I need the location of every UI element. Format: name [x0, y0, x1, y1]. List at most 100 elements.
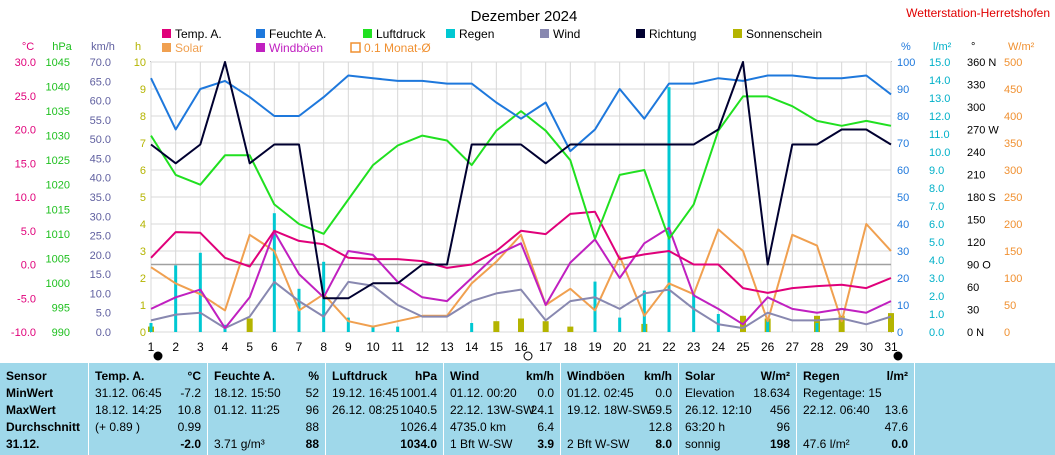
stats-solar-elevation-label: Elevation [685, 386, 735, 400]
y-tick-wind-8: 30.0 [90, 211, 111, 223]
y-tick-pressure-8: 1005 [46, 253, 70, 265]
y-tick-temp-7: -5.0 [17, 293, 36, 305]
y-tick-direction-3: 270 W [967, 125, 999, 137]
x-tick-label-19: 19 [588, 340, 602, 354]
legend-label-sonnenschein: Sonnenschein [746, 27, 822, 41]
y-tick-humidity-7: 30 [897, 246, 909, 258]
legend-label-wind: Wind [553, 27, 580, 41]
legend-label-temp-a: Temp. A. [175, 27, 222, 41]
stats-humidity-avg: 88 [305, 420, 319, 434]
y-tick-humidity-3: 70 [897, 138, 909, 150]
x-tick-label-20: 20 [613, 340, 627, 354]
y-tick-rain-6: 9.0 [929, 165, 944, 177]
stats-temp-header: Temp. A. [95, 369, 145, 383]
stats-temp-min-time: 31.12. 06:45 [95, 386, 162, 400]
x-tick-label-28: 28 [810, 340, 824, 354]
legend-swatch-0-1-monat [350, 42, 361, 53]
stats-max-label: MaxWert [6, 403, 56, 417]
stats-rain-column: Regen l/m² Regentage: 15 22.12. 06:40 13.6… [797, 363, 914, 455]
rain-bar-day-23 [692, 292, 696, 332]
x-tick-label-8: 8 [320, 340, 327, 354]
stats-pressure-current: 1034.0 [400, 437, 437, 451]
y-tick-solar-9: 50 [1004, 300, 1016, 312]
y-tick-direction-0: 360 N [967, 57, 996, 69]
rain-bar-day-10 [371, 326, 375, 332]
y-tick-wind-0: 70.0 [90, 57, 111, 69]
stats-pressure-max-time: 26.12. 08:25 [332, 403, 399, 417]
y-tick-temp-2: 20.0 [15, 125, 36, 137]
y-tick-pressure-7: 1010 [46, 229, 70, 241]
y-tick-wind-11: 15.0 [90, 269, 111, 281]
y-tick-wind-12: 10.0 [90, 288, 111, 300]
y-unit-humidity: % [901, 41, 911, 53]
y-tick-sun-3: 7 [140, 138, 146, 150]
series-line-richtung [150, 61, 892, 300]
y-tick-humidity-8: 20 [897, 273, 909, 285]
y-tick-temp-6: 0.0 [21, 260, 36, 272]
stats-temp-column: Temp. A. °C 31.12. 06:45 -7.2 18.12. 14:25… [89, 363, 207, 455]
y-tick-sun-0: 10 [134, 57, 146, 69]
stats-rain-unit: l/m² [886, 369, 908, 383]
y-tick-solar-1: 450 [1004, 84, 1022, 96]
legend-swatch-feuchte-a [256, 29, 265, 38]
x-tick-label-6: 6 [271, 340, 278, 354]
y-tick-rain-5: 10.0 [929, 147, 950, 159]
stats-temp-avg: 0.99 [177, 420, 201, 434]
y-tick-wind-13: 5.0 [96, 308, 111, 320]
stats-temp-min: -7.2 [180, 386, 201, 400]
series-line-solar [150, 223, 892, 328]
x-tick-label-17: 17 [539, 340, 553, 354]
rain-bar-day-2 [174, 265, 178, 332]
x-tick-label-24: 24 [712, 340, 726, 354]
rain-bar-day-28 [815, 323, 819, 332]
stats-wind-column: Wind km/h 01.12. 00:20 0.0 22.12. 13W-SW 24… [444, 363, 560, 455]
y-tick-humidity-1: 90 [897, 84, 909, 96]
y-tick-pressure-3: 1030 [46, 131, 70, 143]
y-tick-pressure-11: 990 [52, 327, 70, 339]
stats-pressure-max: 1040.5 [400, 403, 437, 417]
y-tick-direction-7: 150 [967, 215, 985, 227]
x-tick-label-21: 21 [638, 340, 652, 354]
x-tick-label-15: 15 [490, 340, 504, 354]
stats-humidity-unit: % [308, 369, 319, 383]
stats-solar-avg: 96 [776, 420, 790, 434]
y-tick-rain-13: 2.0 [929, 291, 944, 303]
rain-bar-day-1 [149, 323, 153, 332]
y-unit-wind: km/h [91, 41, 115, 53]
stats-pressure-column: Luftdruck hPa 19.12. 16:45 1001.4 26.12. 0… [326, 363, 443, 455]
y-tick-rain-1: 14.0 [929, 75, 950, 87]
x-tick-label-14: 14 [465, 340, 479, 354]
x-tick-label-26: 26 [761, 340, 775, 354]
stats-gust-unit: km/h [643, 369, 672, 383]
stats-humidity-column: Feuchte A.% 18.12. 15:50 52 01.12. 11:25 9… [208, 363, 325, 455]
y-tick-solar-3: 350 [1004, 138, 1022, 150]
stats-wind-current-label: 1 Bft W-SW [450, 437, 513, 451]
y-tick-wind-3: 55.0 [90, 115, 111, 127]
stats-rain-max-time: 22.12. 06:40 [803, 403, 870, 417]
x-tick-label-5: 5 [246, 340, 253, 354]
stats-humidity-max: 96 [305, 403, 319, 417]
stats-solar-max: 456 [769, 403, 790, 417]
stats-solar-unit: W/m² [760, 369, 790, 383]
stats-solar-header: Solar [685, 369, 716, 383]
y-tick-solar-0: 500 [1004, 57, 1022, 69]
y-tick-rain-2: 13.0 [929, 93, 950, 105]
y-tick-temp-8: -10.0 [11, 327, 36, 339]
sun-bar-day-5 [246, 318, 253, 332]
y-tick-wind-2: 60.0 [90, 96, 111, 108]
legend-swatch-richtung [636, 29, 645, 38]
y-tick-sun-10: 0 [140, 327, 146, 339]
x-tick-label-30: 30 [860, 340, 874, 354]
y-unit-rain: l/m² [933, 41, 952, 53]
legend-swatch-luftdruck [363, 29, 372, 38]
y-tick-direction-4: 240 [967, 147, 985, 159]
stats-humidity-min-time: 18.12. 15:50 [214, 386, 281, 400]
y-unit-pressure: hPa [52, 41, 72, 53]
y-tick-rain-10: 5.0 [929, 237, 944, 249]
y-tick-pressure-10: 995 [52, 302, 70, 314]
stats-humidity-abs: 3.71 g/m³ [214, 437, 265, 451]
stats-pressure-unit: hPa [414, 369, 437, 383]
moon-phase-icon-day-16 [523, 351, 533, 361]
sun-bar-day-18 [567, 326, 574, 332]
rain-bar-day-6 [272, 213, 276, 332]
